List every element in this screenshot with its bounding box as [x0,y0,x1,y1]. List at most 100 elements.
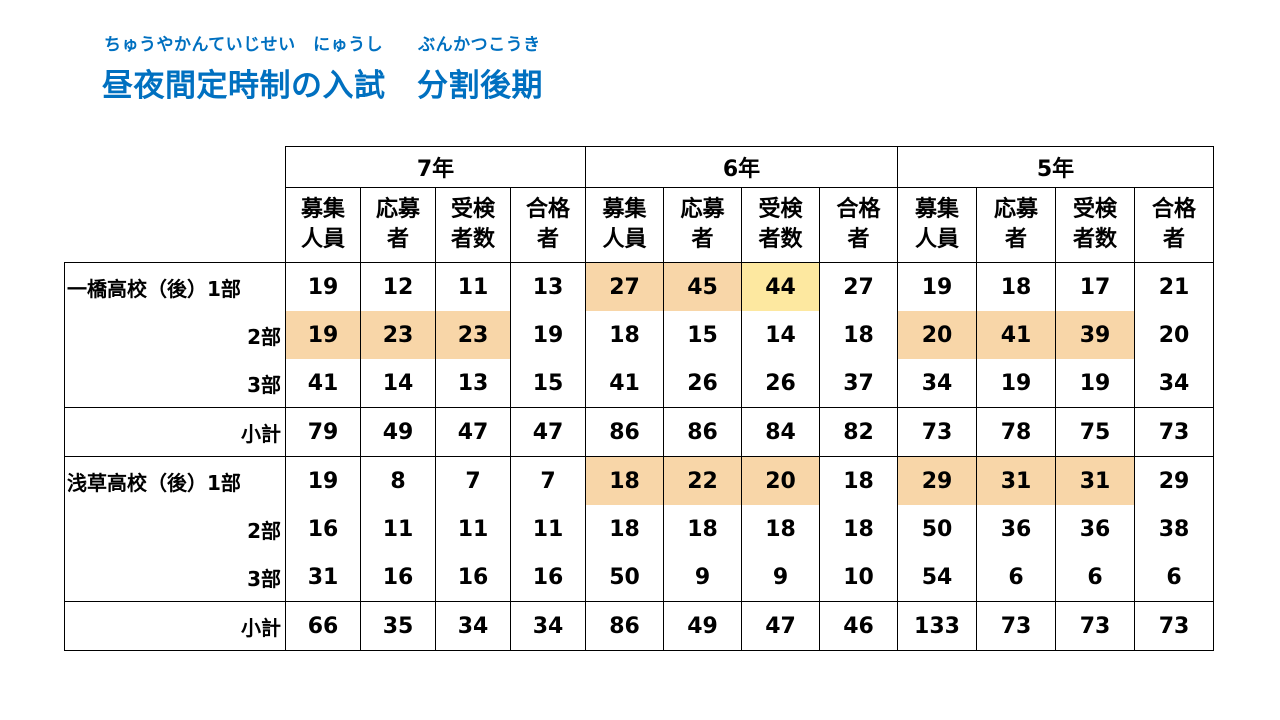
data-cell: 29 [897,456,977,505]
part-name: 小計 [241,421,281,446]
data-cell: 50 [897,505,977,553]
data-cell: 7 [435,456,511,505]
column-header: 応募者 [360,187,436,263]
column-header-line: 人員 [300,227,345,252]
row-label: 小計 [64,407,286,457]
table-row: 小計 66 35 34 34 86 49 47 46 133 73 73 73 [64,601,1214,651]
column-header-line: 受検 [758,197,803,222]
part-name: 小計 [241,615,281,640]
year-header-row: 7年 6年 5年 [65,146,1214,188]
data-cell: 18 [819,311,898,359]
column-header: 応募者 [663,187,742,263]
data-cell: 46 [819,601,898,651]
data-cell: 20 [1134,311,1214,359]
data-cell: 44 [741,262,820,311]
data-cell: 22 [663,456,742,505]
data-cell: 73 [1134,601,1214,651]
column-header-line: 応募 [375,197,420,222]
corner-cell [65,147,286,188]
data-cell: 19 [285,311,361,359]
data-cell: 31 [1055,456,1135,505]
data-cell: 26 [663,359,742,408]
row-label: 2部 [64,311,286,359]
column-header: 応募者 [976,187,1056,263]
column-header-line: 受検 [450,197,495,222]
data-cell: 17 [1055,262,1135,311]
corner-cell [65,188,286,263]
column-header-line: 者 [847,227,870,252]
data-cell: 18 [585,456,664,505]
data-cell: 12 [360,262,436,311]
page-title: 昼夜間定時制の入試 分割後期 [102,68,543,104]
data-cell: 19 [510,311,586,359]
data-cell: 86 [663,407,742,457]
column-header-row: 募集 人員 応募者受検 者数 合格者募集 人員 応募者受検 者数 合格者募集 人員 応募者受検 者数合… [65,187,1214,263]
part-name: 3部 [247,566,281,591]
table-row: 2部 19 23 23 19 18 15 14 18 20 41 39 20 [64,311,1214,359]
column-header-line: 募集 [602,197,647,222]
column-header-line: 合格 [1151,197,1196,222]
data-cell: 34 [1134,359,1214,408]
data-cell: 36 [976,505,1056,553]
data-cell: 39 [1055,311,1135,359]
data-cell: 11 [435,505,511,553]
data-cell: 27 [585,262,664,311]
data-cell: 18 [819,505,898,553]
data-cell: 86 [585,407,664,457]
data-cell: 47 [435,407,511,457]
column-header-line: 者 [386,227,409,252]
column-header-line: 者 [691,227,714,252]
column-header-line: 募集 [300,197,345,222]
column-header-line: 受検 [1072,197,1117,222]
data-cell: 29 [1134,456,1214,505]
data-cell: 19 [285,456,361,505]
data-cell: 73 [976,601,1056,651]
data-cell: 66 [285,601,361,651]
column-header-line: 者数 [1072,227,1117,252]
data-cell: 27 [819,262,898,311]
data-cell: 6 [1134,553,1214,602]
data-cell: 9 [663,553,742,602]
table-row: 小計 79 49 47 47 86 86 84 82 73 78 75 73 [64,407,1214,457]
data-cell: 7 [510,456,586,505]
data-cell: 11 [510,505,586,553]
data-cell: 34 [435,601,511,651]
column-header-line: 者 [1162,227,1185,252]
data-cell: 18 [741,505,820,553]
column-header-line: 募集 [914,197,959,222]
data-cell: 49 [663,601,742,651]
column-header-line: 者数 [758,227,803,252]
column-header-line: 者 [1004,227,1027,252]
part-name: 1部 [207,470,241,495]
data-cell: 47 [510,407,586,457]
data-cell: 15 [663,311,742,359]
data-cell: 23 [435,311,511,359]
title-furigana: ちゅうやかんていじせい にゅうし ぶんかつこうき [104,35,541,55]
data-cell: 20 [741,456,820,505]
data-cell: 11 [360,505,436,553]
column-header-line: 人員 [914,227,959,252]
data-cell: 36 [1055,505,1135,553]
data-cell: 86 [585,601,664,651]
row-label: 小計 [64,601,286,651]
data-cell: 18 [663,505,742,553]
data-cell: 50 [585,553,664,602]
year-header: 6年 [585,146,898,188]
table-row: 2部 16 11 11 11 18 18 18 18 50 36 36 38 [64,505,1214,553]
data-cell: 133 [897,601,977,651]
data-cell: 41 [976,311,1056,359]
data-cell: 75 [1055,407,1135,457]
data-cell: 11 [435,262,511,311]
column-header: 募集 人員 [585,187,664,263]
part-name: 3部 [247,372,281,397]
column-header: 受検 者数 [741,187,820,263]
data-cell: 73 [897,407,977,457]
column-header-line: 合格 [525,197,570,222]
school-name: 一橋高校（後） [67,276,207,301]
data-cell: 37 [819,359,898,408]
data-cell: 73 [1055,601,1135,651]
column-header: 合格者 [819,187,898,263]
data-cell: 18 [585,505,664,553]
table-row: 浅草高校（後）1部 19 8 7 7 18 22 20 18 29 31 31 29 [64,456,1214,505]
data-cell: 6 [976,553,1056,602]
